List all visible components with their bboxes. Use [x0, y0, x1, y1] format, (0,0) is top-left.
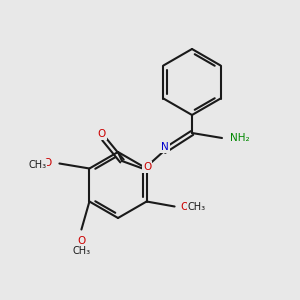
Text: O: O: [43, 158, 52, 169]
Text: CH₃: CH₃: [72, 247, 91, 256]
Text: CH₃: CH₃: [188, 202, 206, 212]
Text: O: O: [98, 129, 106, 139]
Text: O: O: [77, 236, 86, 247]
Text: O: O: [181, 202, 189, 212]
Text: CH₃: CH₃: [28, 160, 46, 170]
Text: O: O: [143, 162, 151, 172]
Text: NH₂: NH₂: [230, 133, 250, 143]
Text: N: N: [161, 142, 169, 152]
